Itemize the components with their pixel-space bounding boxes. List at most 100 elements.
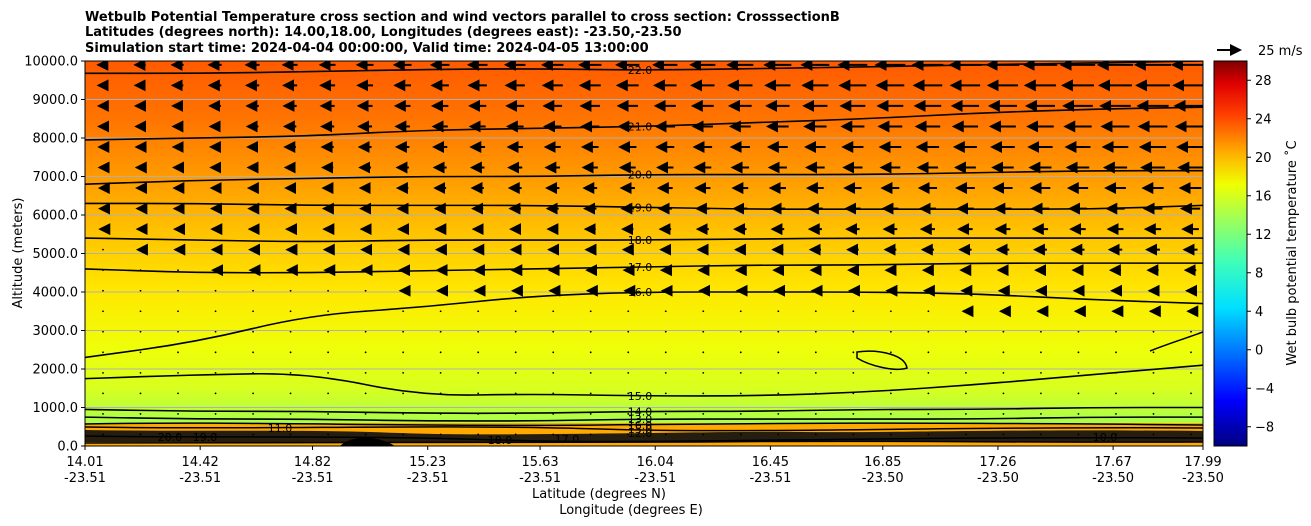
y-tick-label: 9000.0 xyxy=(33,93,79,108)
wind-vector xyxy=(139,433,142,436)
wind-vector xyxy=(664,392,667,395)
x-tick-label-lat: 17.99 xyxy=(1184,455,1221,470)
wind-vector xyxy=(327,310,330,313)
contour-line-20.0 xyxy=(85,169,1203,185)
y-tick-label: 1000.0 xyxy=(33,401,79,416)
low-contour-label: 11.0 xyxy=(268,422,293,435)
wind-vector xyxy=(627,413,630,415)
wind-vector xyxy=(1040,392,1042,395)
wind-vector xyxy=(814,330,817,333)
wind-vector xyxy=(1190,413,1192,415)
x-axis-label-longitude: Longitude (degrees E) xyxy=(559,503,703,518)
x-tick-label-lat: 16.85 xyxy=(864,455,901,470)
low-contour-label: 20.0 xyxy=(158,431,183,444)
wind-vector xyxy=(627,433,630,436)
x-tick-label-lon: -23.50 xyxy=(1182,471,1224,486)
contour-label-19.0: 19.0 xyxy=(628,201,653,214)
wind-vector xyxy=(627,371,630,374)
wind-vector xyxy=(439,330,442,333)
wind-vector xyxy=(1002,413,1005,415)
wind-vector xyxy=(439,310,442,313)
wind-vector xyxy=(589,310,592,313)
y-tick-label: 5000.0 xyxy=(33,247,79,262)
wind-vector xyxy=(627,392,630,395)
wind-vector xyxy=(1152,413,1155,415)
wind-vector xyxy=(289,330,292,333)
wind-vector xyxy=(402,330,405,333)
wind-vector xyxy=(1190,433,1192,436)
wind-vector xyxy=(514,351,517,354)
wind-vector xyxy=(927,330,930,333)
wind-vector xyxy=(552,351,555,354)
low-contour-label: 12.0 xyxy=(628,427,653,440)
colorbar-label: Wet bulb potential temperature ˚C xyxy=(1284,140,1300,365)
wind-vector xyxy=(1115,433,1117,436)
wind-vector xyxy=(327,433,330,436)
x-axis-label-latitude: Latitude (degrees N) xyxy=(532,487,666,502)
wind-vector xyxy=(927,351,930,354)
wind-vector xyxy=(964,330,967,333)
low-contour-labels: 20.0 19.0 18.0 17.0 16.015.012.0 11.0 10.0 xyxy=(158,419,1118,447)
wind-vector xyxy=(964,433,967,436)
wind-vector xyxy=(664,433,667,436)
wind-vector xyxy=(289,310,292,313)
colorbar-tick-label: 12 xyxy=(1255,228,1272,243)
wind-vector xyxy=(1077,413,1080,415)
wind-vector xyxy=(477,330,480,333)
wind-vector xyxy=(1002,371,1005,374)
wind-vector xyxy=(364,351,367,354)
x-tick-label-lon: -23.51 xyxy=(179,471,221,486)
wind-vector xyxy=(777,310,780,313)
x-tick-label-lat: 15.63 xyxy=(521,455,558,470)
wind-vector xyxy=(252,433,254,436)
wind-vector xyxy=(514,371,517,374)
wind-vector xyxy=(289,433,292,436)
colorbar-gradient xyxy=(1213,60,1248,447)
wind-vector xyxy=(139,330,142,333)
contour-label-22.0: 22.0 xyxy=(628,64,653,77)
title-line-3: Simulation start time: 2024-04-04 00:00:… xyxy=(85,41,649,56)
wind-vector xyxy=(927,310,930,313)
contour-line-15.0 xyxy=(85,364,1203,397)
low-contour-label: 15.0 xyxy=(628,423,653,436)
wind-vector xyxy=(964,371,967,374)
chart-title: Wetbulb Potential Temperature cross sect… xyxy=(85,10,840,56)
wind-vector xyxy=(777,392,780,395)
wind-vector xyxy=(139,351,142,354)
wind-vector xyxy=(514,433,517,436)
contour-label-18.0: 18.0 xyxy=(628,234,653,247)
wind-vector xyxy=(589,351,592,354)
contour-labels: 22.0 21.0 20.0 19.0 18.0 17.0 16.0 15.0 14.013.0 xyxy=(628,64,653,426)
colorbar-tick-label: 8 xyxy=(1255,266,1263,281)
colorbar-tick-label: −4 xyxy=(1255,382,1274,397)
y-axis-label: Altitude (meters) xyxy=(11,198,26,309)
wind-vector xyxy=(139,371,142,374)
x-tick-label-lat: 15.23 xyxy=(409,455,446,470)
x-tick-label-lat: 14.82 xyxy=(294,455,331,470)
wind-vector xyxy=(814,371,817,374)
wind-vector xyxy=(889,330,892,333)
wind-vector xyxy=(402,371,405,374)
wind-vector xyxy=(327,371,330,374)
wind-vector xyxy=(739,371,742,374)
x-tick-label-lat: 16.45 xyxy=(752,455,789,470)
wind-vector xyxy=(177,433,179,436)
wind-vector xyxy=(214,371,217,374)
wind-vector xyxy=(702,433,705,436)
wind-vector xyxy=(439,371,442,374)
wind-vector xyxy=(889,310,892,313)
wind-vector xyxy=(252,413,254,415)
wind-vector xyxy=(589,433,592,436)
contour-line-14.0 xyxy=(85,406,1203,415)
wind-vector xyxy=(214,330,217,333)
x-tick-label-lon: -23.51 xyxy=(634,471,676,486)
colorbar-tick-label: 28 xyxy=(1255,74,1272,89)
wind-vector xyxy=(1115,392,1117,395)
wind-vector xyxy=(102,413,104,415)
x-tick-label-lon: -23.51 xyxy=(64,471,106,486)
wind-vector xyxy=(702,310,705,313)
y-tick-label: 10000.0 xyxy=(24,55,78,70)
wind-vector xyxy=(589,371,592,374)
wind-vector xyxy=(964,351,967,354)
